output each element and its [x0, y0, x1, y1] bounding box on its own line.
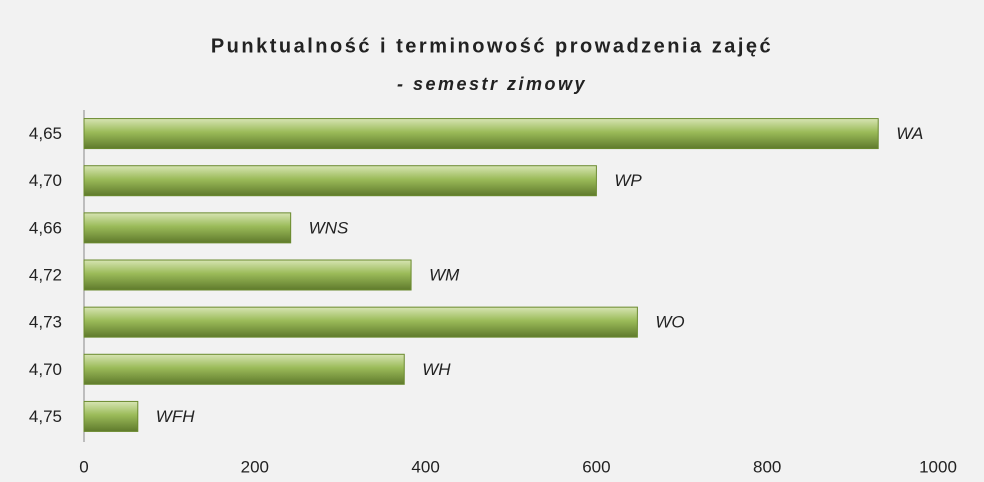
y-tick-label: 4,70: [29, 360, 62, 379]
bar: [83, 259, 412, 291]
bar: [83, 400, 139, 432]
bar: [83, 118, 879, 150]
y-tick-label: 4,75: [29, 407, 62, 426]
bar: [83, 212, 292, 244]
bar-name: WNS: [309, 218, 349, 237]
chart-title: Punktualność i terminowość prowadzenia z…: [211, 35, 773, 57]
chart-subtitle: - semestr zimowy: [397, 74, 587, 94]
x-tick-label: 600: [582, 457, 610, 476]
y-tick-label: 4,66: [29, 218, 62, 237]
y-tick-label: 4,73: [29, 313, 62, 332]
bar: [83, 165, 597, 197]
x-tick-label: 800: [753, 457, 781, 476]
bar: [83, 306, 638, 338]
bar-name: WM: [429, 265, 460, 284]
x-tick-label: 0: [79, 457, 88, 476]
x-tick-label: 200: [241, 457, 269, 476]
y-tick-label: 4,72: [29, 265, 62, 284]
x-tick-label: 1000: [919, 457, 957, 476]
bar-name: WH: [422, 360, 451, 379]
bar: [83, 353, 405, 385]
bar-name: WA: [896, 124, 923, 143]
bar-name: WFH: [156, 407, 195, 426]
bar-name: WO: [655, 313, 684, 332]
y-tick-label: 4,65: [29, 124, 62, 143]
bar-name: WP: [614, 171, 642, 190]
x-tick-label: 400: [411, 457, 439, 476]
y-tick-label: 4,70: [29, 171, 62, 190]
